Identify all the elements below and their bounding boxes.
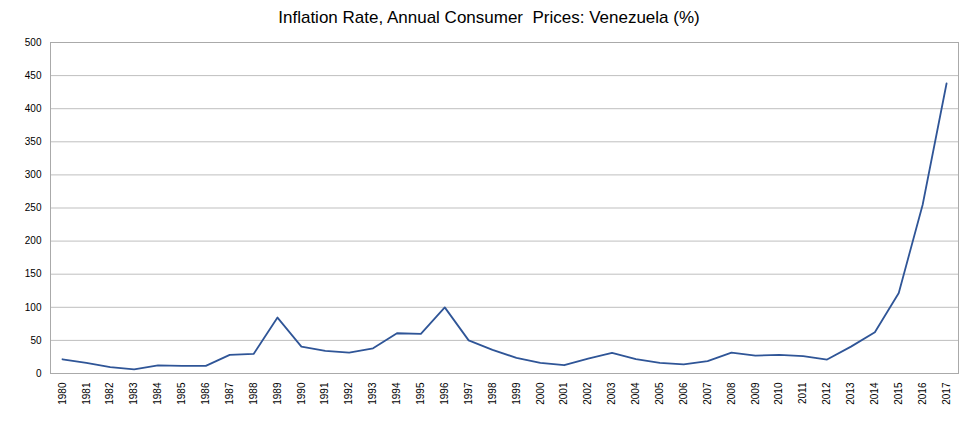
svg-text:100: 100 <box>25 302 42 313</box>
svg-text:1981: 1981 <box>81 382 92 405</box>
svg-text:2013: 2013 <box>845 382 856 405</box>
svg-text:400: 400 <box>25 103 42 114</box>
svg-text:1984: 1984 <box>152 382 163 405</box>
svg-text:300: 300 <box>25 169 42 180</box>
svg-text:1998: 1998 <box>487 382 498 405</box>
svg-text:450: 450 <box>25 70 42 81</box>
svg-text:1993: 1993 <box>367 382 378 405</box>
svg-text:2014: 2014 <box>869 382 880 405</box>
svg-text:0: 0 <box>36 368 42 379</box>
svg-text:2005: 2005 <box>654 382 665 405</box>
html-text:Inflation Rate, Annual Consume: Inflation Rate, Annual Consumer Prices: … <box>278 8 700 27</box>
svg-text:2011: 2011 <box>797 382 808 404</box>
svg-text:500: 500 <box>25 37 42 48</box>
svg-text:1990: 1990 <box>296 382 307 405</box>
svg-text:1991: 1991 <box>319 382 330 405</box>
svg-text:1994: 1994 <box>391 382 402 405</box>
svg-text:1988: 1988 <box>248 382 259 405</box>
svg-text:50: 50 <box>30 335 42 346</box>
svg-text:1995: 1995 <box>415 382 426 405</box>
svg-text:1992: 1992 <box>343 382 354 405</box>
svg-text:2008: 2008 <box>726 382 737 405</box>
svg-text:2009: 2009 <box>750 382 761 405</box>
svg-text:1999: 1999 <box>511 382 522 405</box>
svg-text:2006: 2006 <box>678 382 689 405</box>
svg-text:2015: 2015 <box>893 382 904 405</box>
svg-text:1985: 1985 <box>176 382 187 405</box>
svg-text:1996: 1996 <box>439 382 450 405</box>
svg-text:2017: 2017 <box>941 382 952 405</box>
svg-text:1987: 1987 <box>224 382 235 405</box>
svg-text:1997: 1997 <box>463 382 474 405</box>
svg-text:1980: 1980 <box>57 382 68 405</box>
svg-text:1989: 1989 <box>272 382 283 405</box>
svg-text:2010: 2010 <box>773 382 784 405</box>
svg-text:2016: 2016 <box>917 382 928 405</box>
svg-text:2002: 2002 <box>582 382 593 405</box>
svg-text:150: 150 <box>25 268 42 279</box>
svg-text:250: 250 <box>25 202 42 213</box>
svg-text:350: 350 <box>25 136 42 147</box>
svg-text:2003: 2003 <box>606 382 617 405</box>
svg-text:1983: 1983 <box>128 382 139 405</box>
svg-text:2001: 2001 <box>558 382 569 405</box>
svg-text:2012: 2012 <box>821 382 832 405</box>
svg-text:1982: 1982 <box>104 382 115 405</box>
svg-text:2000: 2000 <box>535 382 546 405</box>
svg-text:2007: 2007 <box>702 382 713 405</box>
svg-text:200: 200 <box>25 235 42 246</box>
svg-text:2004: 2004 <box>630 382 641 405</box>
svg-text:1986: 1986 <box>200 382 211 405</box>
